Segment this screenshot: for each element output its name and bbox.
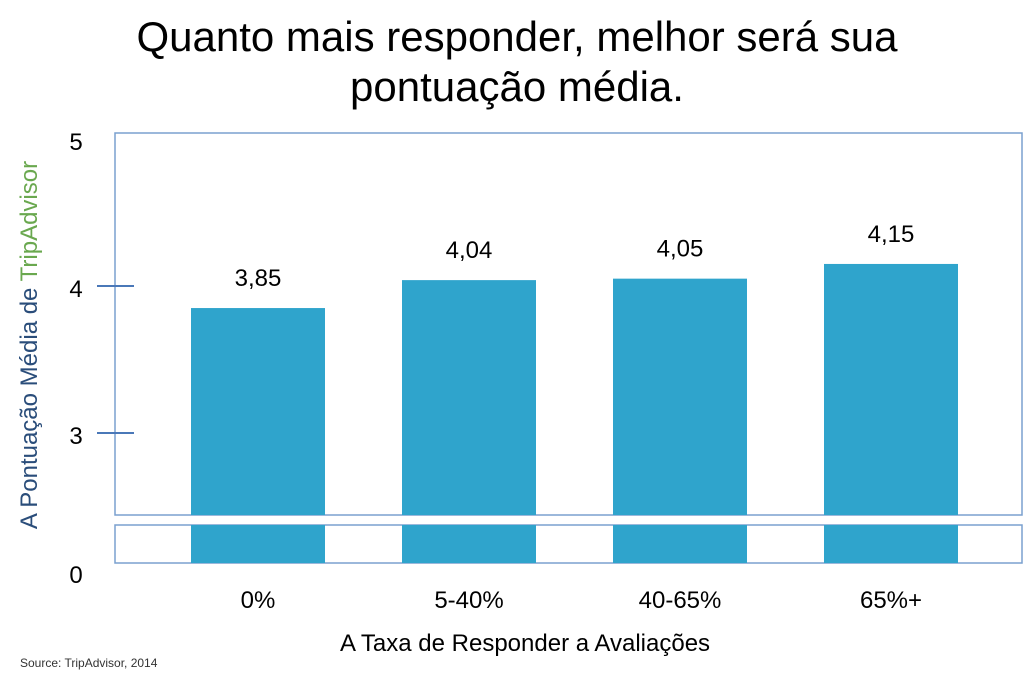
source-note: Source: TripAdvisor, 2014 (20, 656, 158, 670)
x-axis-label: A Taxa de Responder a Avaliações (340, 630, 711, 657)
bar-base-40-65% (613, 525, 747, 563)
chart-title-line-2: pontuação média. (350, 63, 684, 110)
x-tick-label-65%+: 65%+ (860, 587, 922, 614)
x-tick-label-40-65%: 40-65% (639, 587, 722, 614)
bar-40-65% (613, 278, 747, 515)
y-tick-label-4: 4 (69, 276, 82, 303)
y-tick-label-3: 3 (69, 423, 82, 450)
chart-title: Quanto mais responder, melhor será sua p… (0, 12, 1024, 112)
data-label-65%+: 4,15 (868, 221, 915, 248)
x-tick-label-5-40%: 5-40% (434, 587, 503, 614)
bar-base-5-40% (402, 525, 536, 563)
x-tick-label-0%: 0% (241, 587, 276, 614)
data-label-5-40%: 4,04 (446, 237, 493, 264)
lower-plot-frame (114, 524, 1023, 564)
upper-plot-frame (114, 132, 1023, 516)
y-tick-label-5: 5 (69, 129, 82, 156)
data-label-0%: 3,85 (235, 265, 282, 292)
bar-base-0% (191, 525, 325, 563)
bar-65%+ (824, 263, 958, 515)
y-tick-label-0: 0 (69, 562, 82, 589)
bar-5-40% (402, 280, 536, 515)
data-label-40-65%: 4,05 (657, 236, 704, 263)
chart-title-line-1: Quanto mais responder, melhor será sua (136, 13, 898, 60)
bar-0% (191, 308, 325, 515)
bar-base-65%+ (824, 525, 958, 563)
